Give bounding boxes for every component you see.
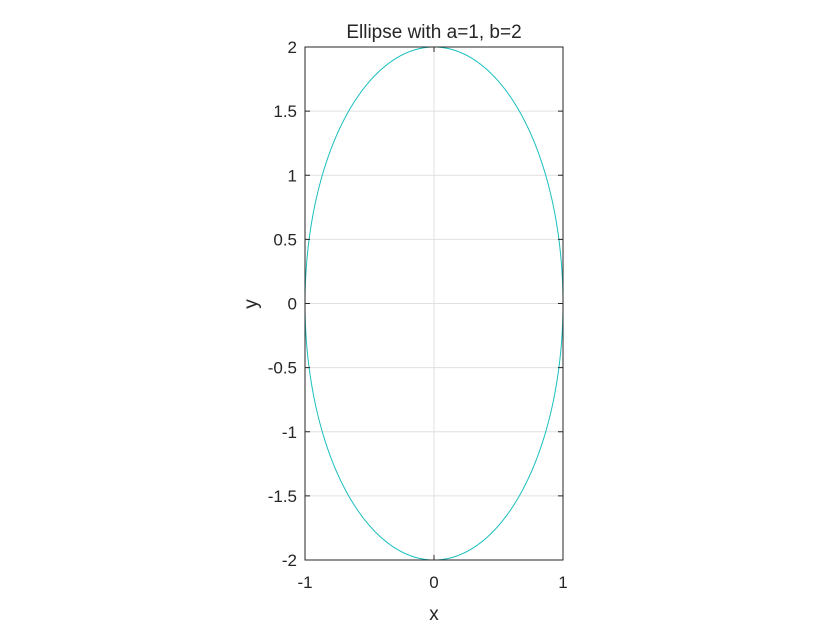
y-axis-label: y — [241, 299, 262, 309]
y-tick-label-2: -1 — [282, 423, 297, 442]
y-tick-label-0: -2 — [282, 551, 297, 570]
y-tick-label-4: 0 — [288, 295, 297, 314]
y-tick-label-6: 1 — [288, 166, 297, 185]
y-tick-label-8: 2 — [288, 38, 297, 57]
ticks-layer: -1 0 1 -2 -1.5 -1 -0.5 0 0.5 1 1.5 2 — [268, 38, 568, 592]
grid-layer — [304, 46, 564, 561]
x-tick-label-2: 1 — [558, 573, 567, 592]
x-tick-label-1: 0 — [429, 573, 438, 592]
y-tick-label-1: -1.5 — [268, 487, 297, 506]
x-tick-label-0: -1 — [297, 573, 312, 592]
y-tick-label-5: 0.5 — [273, 230, 297, 249]
x-axis-label: x — [429, 604, 439, 625]
y-tick-label-3: -0.5 — [268, 359, 297, 378]
y-tick-label-7: 1.5 — [273, 102, 297, 121]
chart-title: Ellipse with a=1, b=2 — [346, 22, 521, 43]
